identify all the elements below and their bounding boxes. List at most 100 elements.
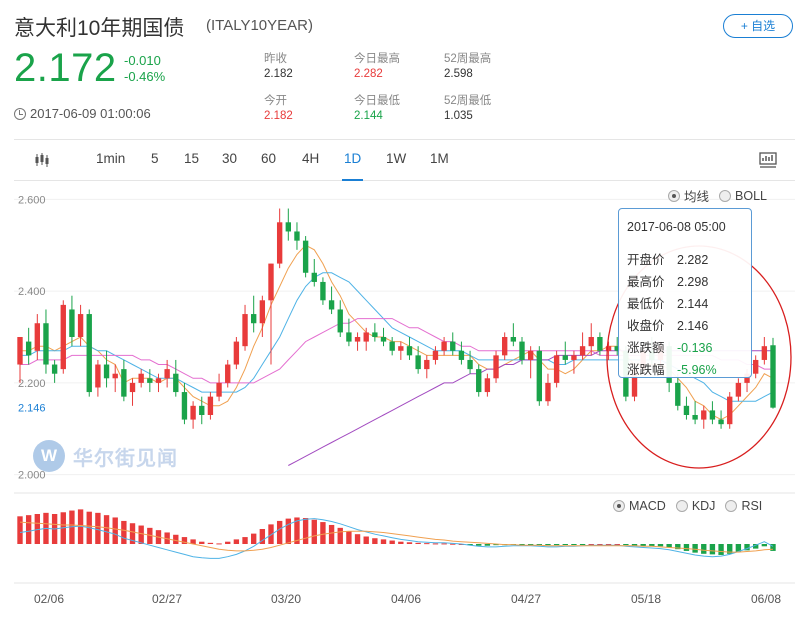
candle-body	[424, 359, 430, 370]
x-axis-labels: 02/06 02/27 03/20 04/06 04/27 05/18 06/08	[34, 592, 781, 606]
candle-body	[597, 337, 603, 351]
macd-bar	[683, 544, 690, 551]
macd-bar	[614, 544, 620, 545]
candle-body	[43, 323, 49, 365]
macd-bar	[69, 510, 75, 544]
tooltip-change: 涨跌额 -0.136	[627, 337, 743, 359]
boll-option[interactable]: BOLL	[719, 189, 767, 203]
candle-body	[320, 281, 326, 301]
macd-bar	[346, 531, 352, 544]
tab-1d[interactable]: 1D	[341, 151, 364, 181]
macd-bar	[328, 524, 335, 544]
macd-bar	[190, 539, 196, 544]
candle-body	[753, 359, 759, 374]
macd-dea-line	[19, 521, 774, 553]
macd-bar	[571, 544, 577, 545]
candle-body	[190, 405, 196, 420]
candle-body	[147, 378, 153, 383]
tab-1min[interactable]: 1min	[96, 151, 126, 166]
add-watchlist-button[interactable]: + 自选	[723, 14, 793, 38]
candle-body	[389, 341, 395, 351]
macd-bar	[242, 537, 248, 544]
candle-body	[207, 396, 214, 415]
candle-body	[354, 337, 361, 342]
candle-body	[242, 314, 248, 347]
macd-bar	[25, 515, 32, 544]
candle-body	[259, 300, 266, 324]
indicator-settings-icon[interactable]	[759, 152, 777, 168]
tab-15[interactable]: 15	[184, 151, 200, 166]
candle-body	[527, 350, 534, 360]
instrument-title: 意大利10年期国债	[14, 17, 185, 40]
stat-open: 今开 2.182	[264, 94, 293, 124]
candle-body	[69, 309, 75, 337]
watermark: W 华尔街见闻	[33, 440, 178, 472]
candle-body	[701, 410, 707, 420]
tooltip-value: 2.282	[677, 253, 709, 267]
macd-bar	[441, 543, 447, 545]
candle-body	[675, 382, 681, 406]
candle-body	[536, 350, 542, 402]
macd-bar	[415, 542, 421, 544]
candle-body	[155, 378, 162, 383]
candle-body	[129, 382, 136, 393]
instrument-code: (ITALY10YEAR)	[206, 17, 313, 34]
macd-bar	[302, 518, 309, 544]
tab-30[interactable]: 30	[222, 151, 238, 166]
tooltip-label: 最低价	[627, 297, 665, 311]
y-tick-label: 2.200	[18, 378, 46, 390]
candle-body	[770, 345, 776, 408]
candle-body	[181, 392, 188, 420]
radio-icon	[675, 500, 688, 512]
candle-body	[614, 346, 620, 351]
macd-bar	[216, 543, 222, 545]
candle-body	[562, 355, 568, 360]
y-tick-label: 2.000	[18, 470, 46, 482]
candle-body	[458, 350, 465, 360]
macd-bar	[138, 525, 144, 544]
candle-body	[95, 364, 101, 388]
candle-body	[683, 405, 690, 415]
tooltip-value: -5.96%	[677, 363, 717, 377]
ma-option[interactable]: 均线	[668, 186, 709, 205]
tab-60[interactable]: 60	[261, 151, 277, 166]
candle-body	[294, 231, 300, 241]
rsi-option[interactable]: RSI	[725, 499, 762, 513]
stat-label: 今日最低	[354, 95, 400, 107]
candle-body	[692, 415, 698, 420]
candle-body	[493, 355, 499, 379]
macd-bar	[432, 543, 439, 545]
macd-bar	[164, 532, 170, 544]
tooltip-high: 最高价 2.298	[627, 271, 743, 293]
macd-bar	[363, 536, 369, 544]
tab-5[interactable]: 5	[151, 151, 159, 166]
macd-bar	[225, 541, 231, 544]
candle-body	[346, 332, 352, 342]
stat-value: 2.182	[264, 110, 293, 122]
macd-bar	[727, 544, 733, 554]
kdj-option[interactable]: KDJ	[675, 499, 715, 513]
chart-toolbar: 1min 5 15 30 60 4H 1D 1W 1M	[14, 139, 795, 181]
candle-body	[553, 355, 560, 383]
macd-option[interactable]: MACD	[613, 499, 666, 513]
candle-body	[467, 359, 473, 370]
candle-body	[441, 341, 447, 351]
tab-1m[interactable]: 1M	[430, 151, 449, 166]
macd-bar	[129, 523, 136, 544]
candle-body	[571, 355, 577, 360]
watermark-text: 华尔街见闻	[73, 445, 178, 470]
stat-label: 昨收	[264, 53, 287, 65]
macd-bar	[389, 540, 395, 544]
macd-bar	[770, 544, 776, 551]
macd-bar	[692, 544, 698, 553]
tab-1w[interactable]: 1W	[386, 151, 407, 166]
tab-4h[interactable]: 4H	[302, 151, 320, 166]
candle-body	[718, 419, 724, 425]
candle-body	[380, 337, 387, 342]
x-tick-label: 02/27	[152, 592, 182, 606]
x-tick-label: 04/27	[511, 592, 541, 606]
rsi-label: RSI	[741, 499, 763, 513]
candle-body	[735, 382, 742, 397]
candle-body	[17, 337, 23, 365]
candlestick-type-icon[interactable]	[34, 152, 50, 168]
